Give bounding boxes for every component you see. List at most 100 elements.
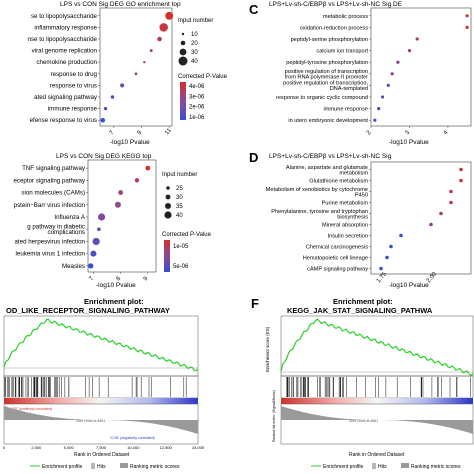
legend-color-label: 1e-06	[189, 115, 205, 121]
gsea-right-legend-hits: Hits	[378, 464, 387, 470]
kegg-color-legend-title: Corrected P-Value	[162, 232, 212, 238]
cebp-go-xlabel: -log10 Pvalue	[389, 139, 429, 146]
term-label: g pathway in diabetic	[27, 223, 85, 230]
cebp-kegg-chart: D LPS+Lv-sh-C/EBPβ vs LPS+Lv-sh-NC Sig A…	[249, 150, 472, 289]
term-label: Insulin secretion	[328, 234, 368, 240]
data-point	[380, 95, 385, 99]
data-point	[465, 25, 469, 29]
legend-color-label: 2e-06	[189, 105, 205, 111]
x-tick-label: 7	[88, 275, 95, 282]
data-point	[134, 72, 138, 76]
data-point	[97, 227, 101, 232]
data-point	[110, 95, 115, 99]
term-label: Alanine, aspartate and glutamate	[286, 165, 368, 171]
kegg-top-panel: LPS vs CON Sig DEG KEGG top TNF signalin…	[0, 148, 237, 290]
term-label: Hematopoietic cell lineage	[303, 256, 368, 262]
term-label: Mineral absorption	[322, 223, 368, 229]
term-label: DNA-templated	[330, 86, 368, 92]
term-label: cAMP signaling pathway	[307, 267, 368, 273]
term-label: Chemical carcinogenesis	[306, 245, 368, 251]
x-tick-label: 1.75	[376, 271, 389, 284]
gsea-left-pathway: OD_LIKE_RECEPTOR_SIGNALING_PATHWAY	[6, 306, 170, 315]
data-point	[103, 106, 108, 111]
cebp-kegg-title: LPS+Lv-sh-C/EBPβ vs LPS+Lv-sh-NC Sig	[269, 153, 392, 160]
legend-size-dot	[181, 32, 185, 36]
kegg-top-xlabel: -log10 Pvalue	[96, 282, 136, 289]
term-label: from RNA polymerase II promoter	[285, 75, 368, 81]
legend-size-dot	[165, 203, 171, 209]
go-top-panel: LPS vs CON Sig DEG GO enrichment top se …	[0, 0, 237, 148]
data-point	[399, 233, 403, 238]
gsea-left-xlabel: Rank in Ordered Dataset	[74, 452, 130, 458]
data-point	[149, 49, 153, 53]
data-point	[118, 190, 124, 195]
gsea-left-legend: Enrichment profile Hits Ranking metric s…	[30, 463, 180, 470]
gsea-left-pos-label: 'LPS' (positively correlated)	[10, 407, 52, 411]
x-tick-label: 11	[164, 127, 173, 136]
term-label: response to virus	[50, 82, 97, 89]
term-label: positive regulation of transcription	[285, 69, 368, 75]
data-point	[449, 200, 453, 205]
data-point	[386, 83, 390, 87]
data-point	[415, 37, 419, 41]
gsea-right-legend-profile: Enrichment profile	[323, 464, 364, 470]
term-label: ated signaling pathway	[34, 94, 98, 101]
term-label: ated herpesvirus infection	[14, 238, 85, 245]
cebp-kegg-panel: D LPS+Lv-sh-C/EBPβ vs LPS+Lv-sh-NC Sig A…	[237, 148, 474, 290]
data-point	[165, 11, 174, 20]
go-color-legend-title: Corrected P-Value	[178, 74, 228, 80]
kegg-size-legend-title: Input number	[162, 172, 197, 178]
x-tick-label: 7	[109, 129, 116, 136]
legend-size-label: 25	[176, 186, 183, 192]
legend-color-label: 3e-06	[189, 94, 205, 100]
term-label: response to organic cyclic compound	[276, 95, 368, 101]
term-label: calcium ion transport	[316, 49, 368, 55]
gsea-right-panel: F Enrichment plot: KEGG_JAK_STAT_SIGNALI…	[237, 292, 474, 474]
gsea-right-header: Enrichment plot:	[333, 297, 393, 306]
gsea-right-chart: F Enrichment plot: KEGG_JAK_STAT_SIGNALI…	[251, 296, 474, 470]
term-label: pstein−Barr virus infection	[14, 202, 86, 209]
term-label: complications	[48, 229, 86, 236]
kegg-top-chart: LPS vs CON Sig DEG KEGG top TNF signalin…	[13, 153, 212, 289]
gsea-x-tick: 10,000	[127, 445, 140, 450]
term-label: biosynthesis	[337, 214, 368, 220]
data-point	[373, 118, 377, 122]
gsea-x-tick: 0	[3, 445, 6, 450]
x-tick-label: 9	[136, 129, 143, 136]
cebp-go-chart: C LPS+Lv-sh-C/EBPβ vs LPS+Lv-sh-NC Sig D…	[249, 1, 472, 146]
data-point	[92, 237, 100, 246]
term-label: metabolic process	[323, 14, 368, 20]
legend-size-dot	[166, 186, 170, 190]
term-label: in utero embryonic development	[288, 118, 368, 124]
term-label: metabolism	[339, 170, 368, 176]
gsea-x-tick: 7,500	[96, 445, 107, 450]
legend-size-dot	[179, 48, 187, 56]
term-label: Purine metabolism	[322, 201, 369, 207]
term-label: Phenylalanine, tyrosine and tryptophan	[271, 209, 368, 215]
gsea-right-pathway: KEGG_JAK_STAT_SIGNALING_PATHWA	[287, 306, 433, 315]
legend-color-label: 5e-06	[173, 264, 189, 270]
term-label: leukemia virus 1 infection	[16, 251, 86, 258]
legend-size-label: 35	[176, 204, 183, 210]
data-point	[439, 211, 443, 216]
gsea-right-zero-cross: Zero cross at 4661	[349, 419, 378, 423]
term-label: oxidation-reduction process	[300, 25, 369, 31]
gsea-left-neg-label: 'CON' (negatively correlated)	[110, 436, 155, 440]
legend-size-dot	[178, 56, 188, 66]
legend-size-label: 40	[176, 213, 183, 219]
cebp-go-title: LPS+Lv-sh-C/EBPβ vs LPS+Lv-sh-NC Sig DE	[269, 1, 403, 8]
term-label: Influenza A	[54, 214, 85, 221]
data-point	[396, 60, 400, 64]
x-tick-label: 3	[404, 129, 411, 136]
gsea-x-tick: 5,000	[64, 445, 75, 450]
legend-size-dot	[165, 194, 171, 200]
gsea-left-zero-cross: Zero cross at 4661	[76, 419, 105, 423]
go-size-legend-title: Input number	[178, 18, 213, 24]
data-point	[459, 167, 463, 172]
gsea-right-ylabel-bottom: Ranked list metric (Signal2Noise)	[272, 390, 276, 442]
term-label: Metabolism of xenobiotics by cytochrome	[266, 187, 368, 193]
gsea-right-legend-metric: Ranking metric scores	[411, 464, 461, 470]
data-point	[379, 266, 383, 271]
term-label: immune response	[48, 106, 98, 113]
gsea-left-legend-hits: Hits	[97, 464, 106, 470]
